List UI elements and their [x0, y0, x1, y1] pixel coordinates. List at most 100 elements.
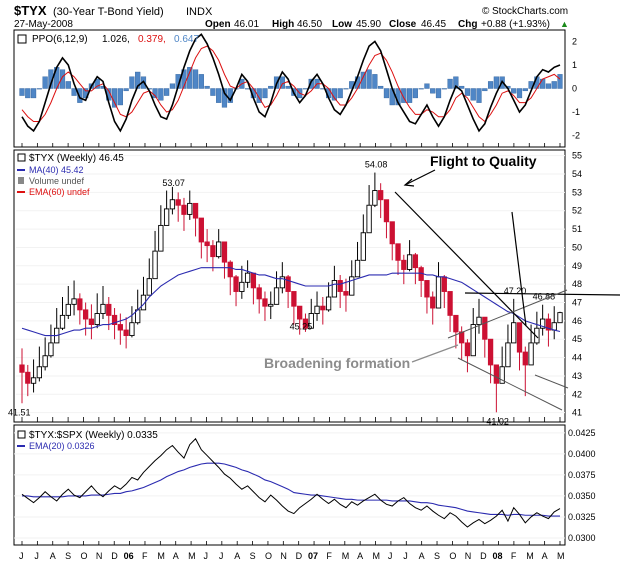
price-legend-entry: $TYX (Weekly) 46.45	[29, 153, 124, 164]
price-candle-body	[331, 280, 338, 298]
price-candle-body	[499, 366, 505, 384]
x-axis-label: A	[173, 551, 179, 561]
price-candle-body	[522, 351, 528, 366]
price-value-label: 41.02	[486, 416, 509, 426]
ppo-line	[21, 33, 561, 133]
price-legend-entry: MA(40) 45.42	[29, 165, 84, 175]
ppo-histogram-bar	[406, 88, 413, 103]
price-candle-body	[71, 298, 77, 305]
chart-date: 27-May-2008	[14, 19, 73, 30]
x-axis-label: S	[250, 551, 256, 561]
breakout-line-1	[511, 211, 527, 327]
price-candle-body	[48, 342, 54, 357]
price-candle-body	[487, 338, 494, 366]
price-candle-body	[389, 221, 395, 245]
ppo-panel: 2 1 0 -1 -2 PPO(6,12,9) 1.026, 0.379, 0.647	[17, 33, 580, 141]
flight-to-quality-arrow	[404, 169, 436, 186]
x-axis-label: M	[373, 551, 381, 561]
ppo-panel-frame	[13, 29, 566, 148]
ppo-histogram-bar	[111, 88, 118, 108]
price-candle-body	[244, 272, 251, 283]
ppo-histogram-bar	[430, 88, 436, 94]
logo-copyright-icon: ©	[482, 6, 490, 17]
price-candle-body	[233, 276, 239, 292]
price-candle-body	[42, 355, 48, 368]
ppo-histogram-bar	[158, 88, 164, 101]
ppo-histogram-bar	[221, 88, 228, 108]
ppo-histogram-bar	[464, 88, 471, 96]
price-candle-body	[36, 366, 43, 379]
price-y-tick: 53	[572, 187, 582, 197]
ppo-legend-entry: 0.379,	[138, 34, 166, 45]
price-candle-body	[77, 298, 83, 311]
ppo-histogram-bar	[470, 88, 476, 101]
price-candle-body	[140, 294, 147, 311]
price-candle-body	[354, 259, 361, 278]
price-candle-body	[314, 305, 320, 314]
price-candle-body	[279, 276, 285, 289]
price-candle-body	[19, 364, 25, 373]
price-candle-body	[146, 278, 152, 296]
ppo-histogram-bar	[476, 88, 482, 103]
downtrend-line	[394, 191, 539, 339]
ppo-histogram-bar	[36, 88, 42, 90]
exchange-label: INDX	[186, 6, 213, 18]
x-axis-label: F	[142, 551, 148, 561]
x-axis-label: M	[526, 551, 534, 561]
ratio-y-tick: 0.0325	[568, 512, 596, 522]
price-candle-body	[250, 272, 257, 289]
ppo-y-tick: -2	[572, 131, 580, 141]
ratio-y-tick: 0.0425	[568, 428, 596, 438]
close-label: Close	[389, 19, 417, 30]
ppo-histogram-bar	[447, 78, 453, 89]
ppo-histogram-bar	[71, 88, 77, 96]
price-candle-body	[453, 314, 459, 333]
x-axis-label: D	[480, 551, 487, 561]
x-axis-label: 06	[124, 551, 134, 561]
price-candle-body	[123, 329, 129, 337]
ppo-histogram-bar	[511, 88, 517, 94]
flight-to-quality-arrow-head	[403, 178, 415, 187]
price-candle-body	[505, 342, 511, 368]
stockcharts-logo[interactable]: StockCharts.com	[492, 6, 568, 17]
ppo-histogram-bar	[545, 83, 552, 89]
ppo-histogram-bar	[65, 81, 71, 89]
price-candle-body	[320, 305, 326, 311]
price-candle-body	[435, 276, 442, 309]
price-candle-body	[557, 312, 563, 324]
breakout-line-2	[534, 374, 569, 389]
close-value: 46.45	[421, 19, 446, 30]
price-candle-body	[528, 342, 534, 366]
price-candle-body	[447, 291, 453, 316]
price-candle-body	[169, 199, 176, 210]
price-candle-body	[175, 199, 181, 206]
ppo-histogram-bar	[441, 88, 447, 90]
price-candle-body	[430, 296, 436, 309]
price-candle-body	[158, 224, 164, 252]
wedge-lower-line	[457, 357, 563, 411]
low-label: Low	[332, 19, 352, 30]
price-candle-body	[192, 202, 199, 219]
ppo-histogram-bar	[378, 85, 384, 89]
ppo-histogram-bar	[123, 88, 129, 92]
ppo-legend-entry: 1.026,	[102, 34, 130, 45]
ppo-histogram-bar	[30, 88, 37, 99]
ppo-histogram-bar	[204, 85, 210, 89]
price-candle-body	[239, 281, 245, 292]
ppo-histogram-bar	[453, 76, 459, 89]
price-candle-body	[349, 276, 355, 296]
price-candle-body	[302, 318, 309, 329]
ratio-y-tick: 0.0375	[568, 470, 596, 480]
ratio-y-tick: 0.0300	[568, 533, 596, 543]
price-candle-body	[366, 204, 372, 234]
price-candle-body	[378, 190, 384, 201]
price-candle-body	[163, 208, 170, 226]
ppo-histogram-bar	[493, 76, 499, 89]
chg-label: Chg	[458, 19, 477, 30]
price-y-tick: 52	[572, 206, 582, 216]
price-candle-body	[360, 232, 366, 261]
price-candle-body	[343, 291, 349, 296]
ppo-legend-icon	[17, 34, 27, 44]
price-candle-body	[59, 314, 66, 329]
price-candle-body	[482, 316, 488, 340]
